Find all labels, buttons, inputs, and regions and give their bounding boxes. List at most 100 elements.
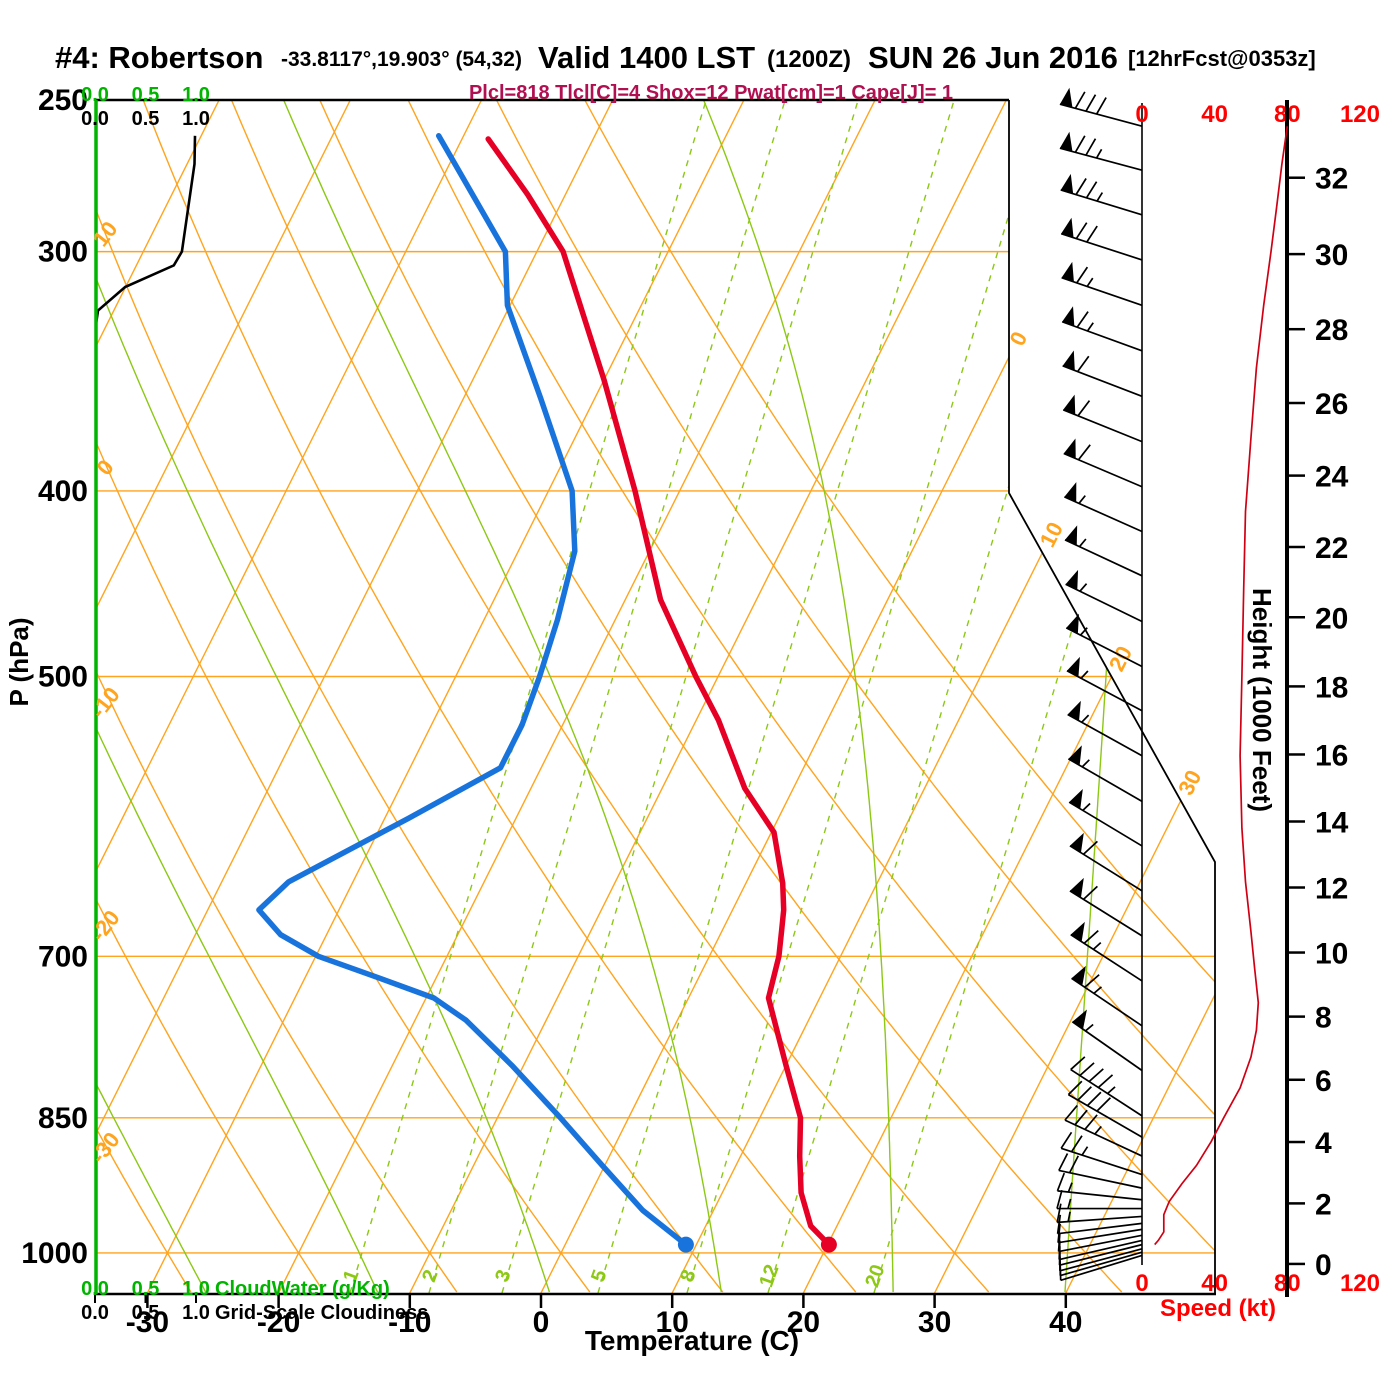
wind-barb xyxy=(1067,745,1143,803)
speed-tick-label-bottom: 120 xyxy=(1340,1270,1380,1297)
height-tick-label: 32 xyxy=(1315,163,1348,196)
speed-tick-label-top: 0 xyxy=(1135,101,1148,128)
station-title: #4: Robertson xyxy=(55,40,263,75)
temp-tick-label: -30 xyxy=(126,1306,169,1339)
wind-barb xyxy=(1070,1056,1143,1117)
wind-barb xyxy=(1056,1172,1143,1201)
dry-adiabat-label: 10 xyxy=(88,217,123,252)
wind-barb xyxy=(1071,1009,1143,1072)
mixing-ratio-line xyxy=(597,100,955,1294)
wind-barb xyxy=(1061,306,1143,352)
isotherm-line xyxy=(1011,100,1215,1294)
isotherm-line xyxy=(95,100,503,1294)
dry-adiabat-label: -10 xyxy=(85,682,124,722)
wind-barb xyxy=(1068,788,1143,847)
mixing-ratio-line xyxy=(501,100,859,1294)
wind-barb xyxy=(1064,482,1143,533)
dry-adiabat-line xyxy=(95,100,192,1293)
speed-tick-label-bottom: 0 xyxy=(1135,1270,1148,1297)
temperature-curve xyxy=(485,136,832,1248)
wind-barb xyxy=(1057,1223,1143,1244)
valid-date: SUN 26 Jun 2016 xyxy=(868,40,1118,75)
wind-barb xyxy=(1059,131,1143,171)
wind-barb xyxy=(1062,350,1143,398)
height-tick-label: 8 xyxy=(1315,1002,1332,1035)
wind-barb xyxy=(1069,877,1143,937)
speed-tick-label-bottom: 40 xyxy=(1201,1270,1228,1297)
mixing-ratio-line xyxy=(428,100,786,1294)
dry-adiabat-line xyxy=(580,100,1215,1293)
dry-adiabat-line xyxy=(316,100,1123,1293)
cloudwater-scale-tick-top: 0.0 xyxy=(81,84,109,106)
mixing-ratio-label: 8 xyxy=(676,1267,700,1285)
dry-adiabat-line xyxy=(492,100,1215,1293)
valid-zulu: (1200Z) xyxy=(767,46,851,73)
pressure-tick-label: 300 xyxy=(38,236,88,269)
wind-barb xyxy=(1059,1254,1143,1282)
cloudwater-scale-tick-bottom: 0.5 xyxy=(132,1278,160,1300)
cloudwater-scale-tick-bottom: 1.0 xyxy=(182,1278,210,1300)
wind-barb xyxy=(1067,1080,1143,1138)
wind-barb xyxy=(1065,569,1143,623)
valid-time: Valid 1400 LST xyxy=(538,40,755,75)
height-axis-title: Height (1000 Feet) xyxy=(1247,588,1277,812)
isotherm-line xyxy=(95,100,765,1294)
height-tick-label: 30 xyxy=(1315,239,1348,272)
moist-adiabat-line xyxy=(280,100,722,1293)
moist-adiabat-line xyxy=(95,100,379,1293)
wind-barb xyxy=(1064,525,1143,577)
dry-adiabat-label: -20 xyxy=(85,905,124,945)
wind-barb xyxy=(1070,921,1143,982)
wind-barb xyxy=(1069,832,1143,892)
height-tick-label: 22 xyxy=(1315,532,1348,565)
station-location: -33.8117°,19.903° (54,32) xyxy=(281,48,522,71)
isotherm-line xyxy=(486,100,1159,1294)
wind-barb xyxy=(1056,1203,1143,1224)
cloudiness-scale-tick-bottom: 0.5 xyxy=(132,1302,160,1324)
speed-tick-label-top: 40 xyxy=(1201,101,1228,128)
cloudwater-scale-tick-bottom: 0.0 xyxy=(81,1278,109,1300)
dry-adiabat-line xyxy=(95,100,325,1293)
clipped-grid xyxy=(95,100,1215,1294)
temp-tick-label: -20 xyxy=(257,1306,300,1339)
wind-barb xyxy=(1056,1189,1142,1210)
cloudiness-scale-tick-top: 1.0 xyxy=(182,108,210,130)
cloudwater-scale-tick-top: 0.5 xyxy=(132,84,160,106)
temp-tick-label: -10 xyxy=(388,1306,431,1339)
dry-adiabat-label: -30 xyxy=(85,1127,124,1167)
pressure-axis-title: P (hPa) xyxy=(4,617,34,706)
pressure-tick-label: 700 xyxy=(38,940,88,973)
speed-tick-label-top: 120 xyxy=(1340,101,1380,128)
mixing-ratio-label: 2 xyxy=(418,1267,442,1285)
wind-barb xyxy=(1059,87,1143,128)
cloudiness-scale-tick-bottom: 1.0 xyxy=(182,1302,210,1324)
height-tick-label: 14 xyxy=(1315,806,1349,839)
mixing-ratio-line xyxy=(873,100,1215,1294)
dry-adiabat-line xyxy=(95,100,458,1293)
isotherm-line xyxy=(95,100,371,1294)
wind-barb xyxy=(1060,1131,1143,1176)
wind-barb xyxy=(1056,1214,1143,1235)
temp-tick-label: 30 xyxy=(918,1306,951,1339)
height-tick-label: 16 xyxy=(1315,739,1348,772)
cloudwater-scale-tick-top: 1.0 xyxy=(182,84,210,106)
pressure-tick-label: 850 xyxy=(38,1102,88,1135)
cloudiness-scale-tick-top: 0.0 xyxy=(81,108,109,130)
dewpoint-curve xyxy=(256,133,689,1248)
isotherm-line xyxy=(618,100,1215,1294)
background-grid xyxy=(95,100,1215,1294)
cloudiness-scale-title: Grid-Scale Cloudiness xyxy=(215,1302,428,1324)
height-tick-label: 6 xyxy=(1315,1065,1332,1098)
mixing-ratio-line xyxy=(349,100,707,1294)
wind-barb xyxy=(1058,1153,1143,1189)
moist-adiabat-line xyxy=(700,100,894,1292)
surface-dewpoint-dot xyxy=(677,1236,694,1253)
dry-adiabat-line xyxy=(139,100,857,1293)
dry-adiabat-line xyxy=(95,100,724,1293)
wind-barb xyxy=(1062,394,1143,443)
isotherm-line xyxy=(749,100,1215,1294)
plot-frame xyxy=(94,98,1216,1296)
height-tick-label: 12 xyxy=(1315,873,1348,906)
